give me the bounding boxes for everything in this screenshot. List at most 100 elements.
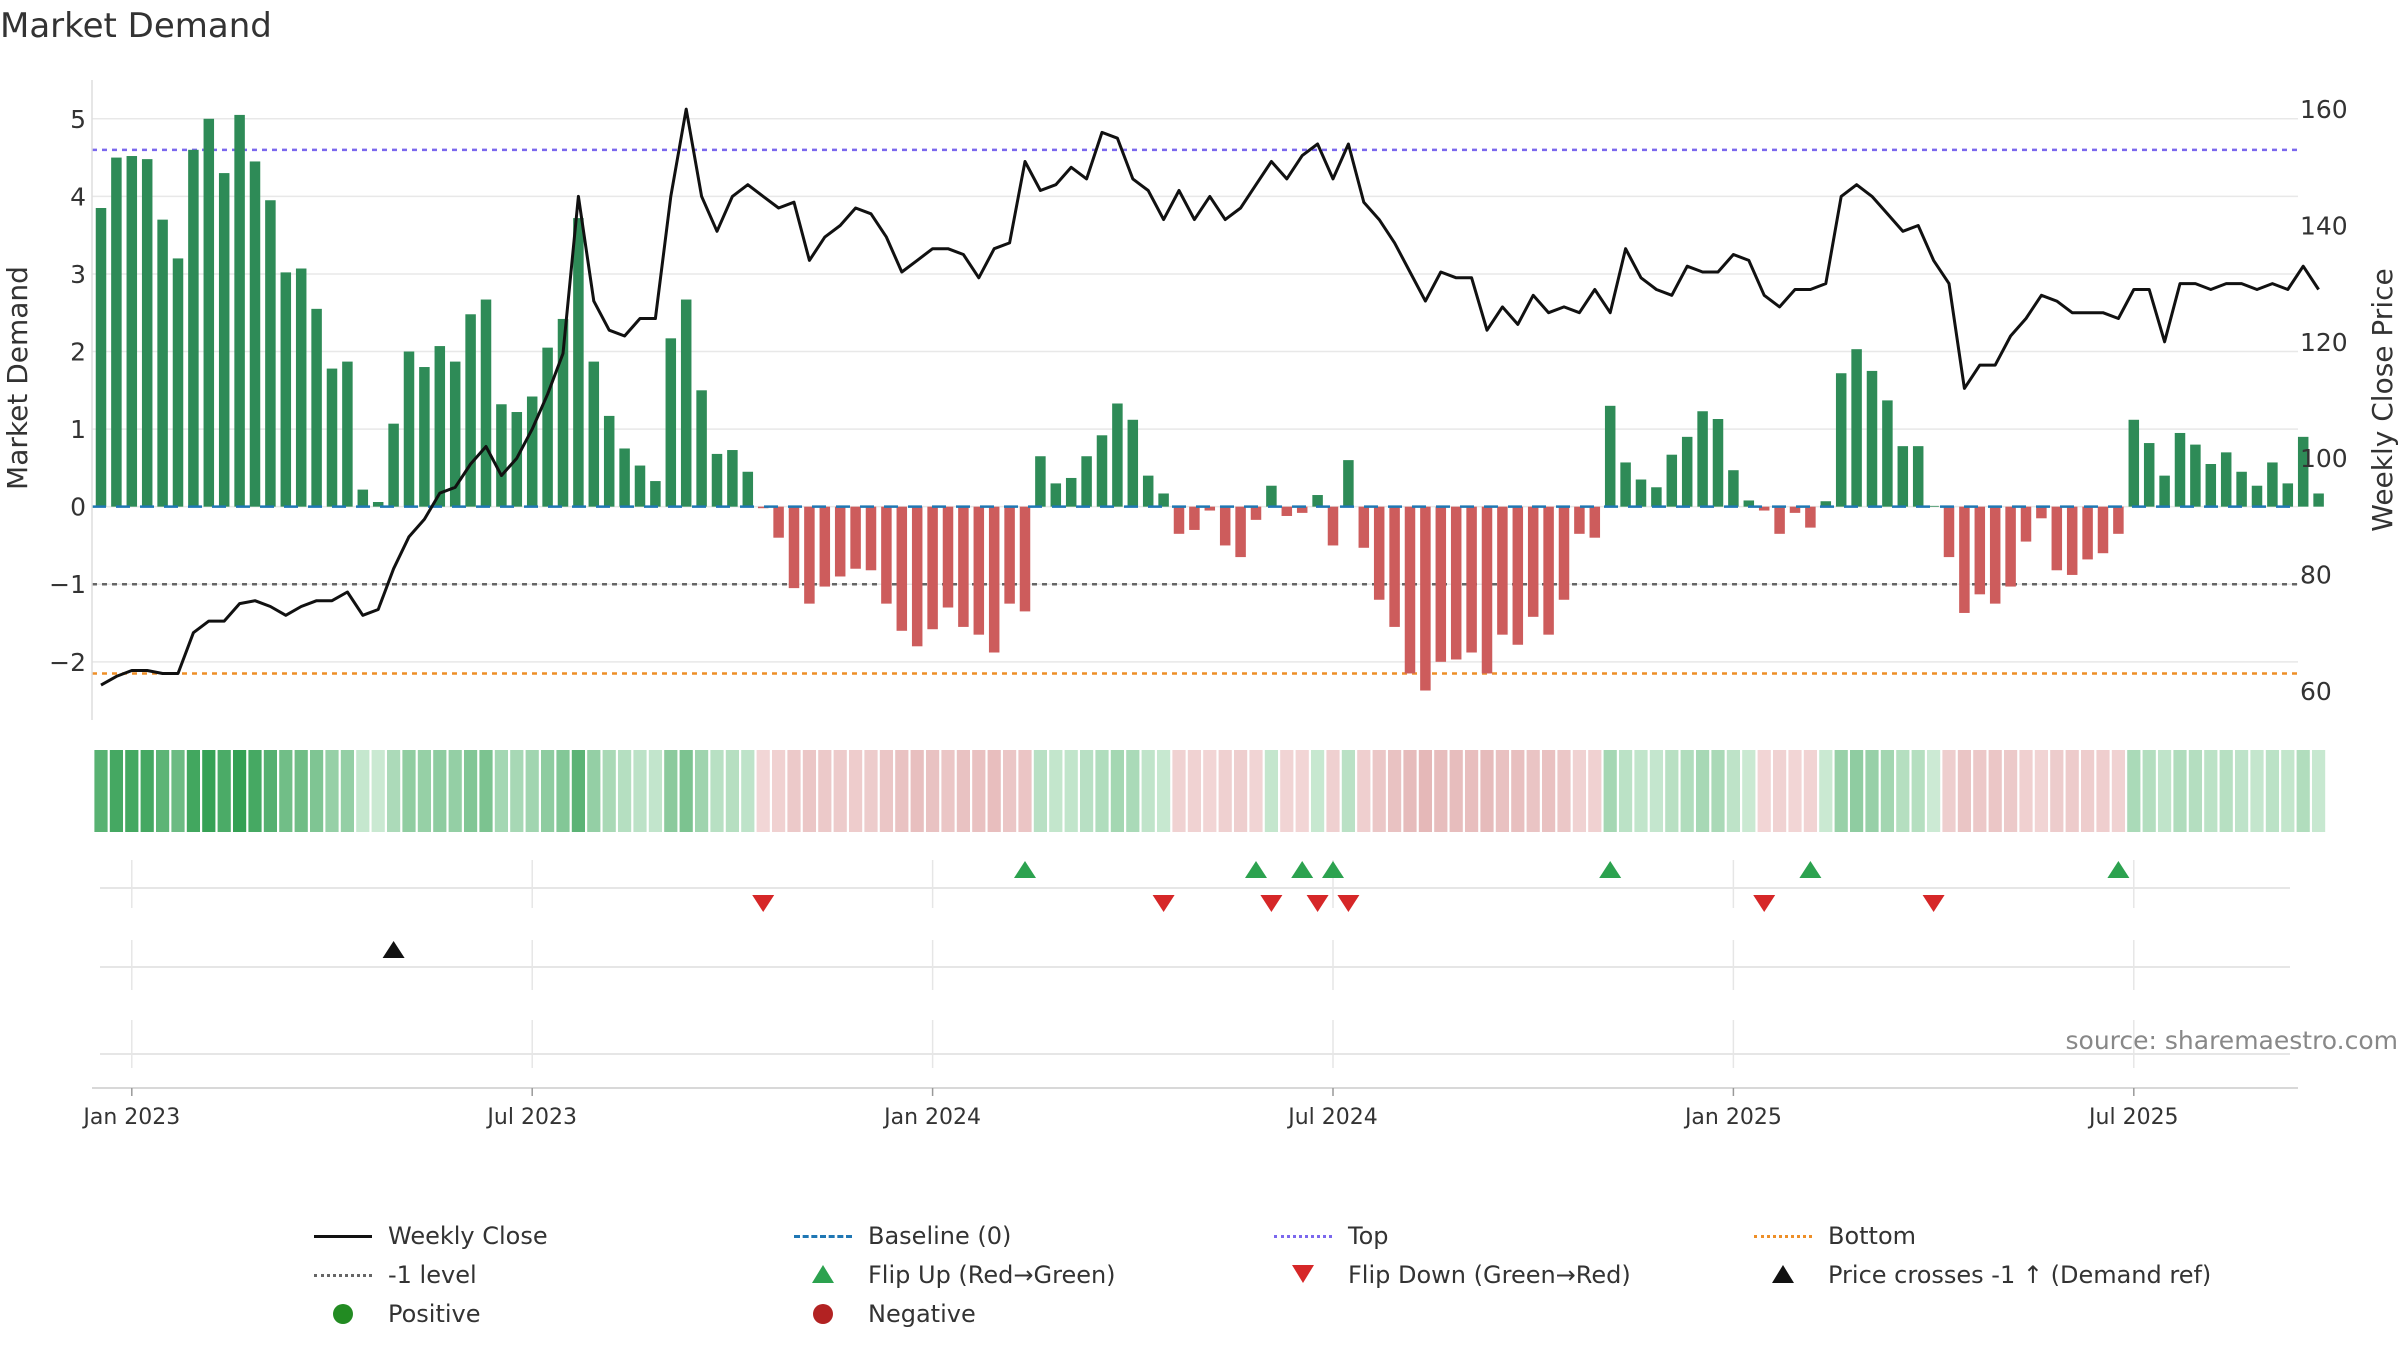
heat-cell [248,750,262,832]
heat-cell [725,750,739,832]
heat-cell [1003,750,1017,832]
demand-bar [619,448,630,507]
heat-cell [156,750,170,832]
demand-bar [1943,506,1955,558]
demand-bar [403,351,415,507]
heat-cell [1264,750,1278,832]
heat-cell [1680,750,1694,832]
heat-cell [279,750,293,832]
flip-down-marker [752,895,775,912]
demand-bar [696,390,707,507]
demand-bar [2297,436,2309,507]
weekly-close-line [100,107,2320,687]
heat-cell [1341,750,1355,832]
heat-cell [479,750,493,832]
heat-cell [818,750,832,832]
heat-cell [541,750,555,832]
heat-cell [1357,750,1371,832]
heat-cell [1603,750,1617,832]
demand-bar [1004,506,1015,604]
heat-cell [648,750,662,832]
demand-bar [1989,506,2001,604]
heat-cell [1126,750,1140,832]
heat-cell [1495,750,1509,832]
y2-tick-label: 80 [2300,561,2332,590]
heat-cell [525,750,539,832]
demand-bar [1697,411,1708,507]
bar-layer [95,114,2324,691]
demand-bar [2236,471,2247,507]
heat-cell [2281,750,2295,832]
x-tick-label: Jan 2025 [1683,1105,1782,1130]
heat-cell [1141,750,1155,832]
heat-cell [633,750,647,832]
demand-bar [1142,475,1154,507]
demand-bar [1620,462,1631,507]
demand-bar [188,149,199,507]
demand-bar [2097,506,2109,554]
demand-bar [1358,506,1370,548]
demand-bar [203,118,215,507]
heat-cell [310,750,324,832]
heat-cell [140,750,154,832]
heat-cell [2158,750,2172,832]
demand-bar [573,218,584,507]
demand-bar [2066,506,2078,575]
heat-cell [602,750,616,832]
heat-cell [556,750,570,832]
heat-cell [802,750,816,832]
demand-bar [1296,506,1308,513]
demand-bar [342,361,353,507]
demand-bar [634,465,646,507]
x-tick-label: Jan 2023 [81,1105,180,1130]
heat-cell [371,750,385,832]
heat-cell [879,750,893,832]
demand-bar [757,506,769,509]
y-axis-label: Market Demand [1,266,34,490]
heat-cell [1172,750,1186,832]
demand-bar [942,506,954,608]
axis-layer: 5 4 3 2 1 0 −1 −2 160 140 120 100 80 60 [49,80,2348,720]
heat-cell [664,750,678,832]
demand-bar [1574,506,1585,534]
heat-cell [926,750,940,832]
demand-bar [542,347,553,507]
heat-cell [1403,750,1417,832]
heat-cell [1326,750,1340,832]
demand-bar [1112,403,1123,507]
heat-cell [2296,750,2310,832]
flip-up-marker [1322,861,1344,878]
heat-cell [1249,750,1263,832]
heat-cell [587,750,601,832]
heat-cell [340,750,354,832]
demand-bar [1189,506,1200,530]
x-tick-label: Jul 2023 [485,1105,577,1130]
demand-bar [1481,506,1493,674]
demand-bar [111,157,122,507]
demand-bar [141,159,153,507]
demand-bar [911,506,923,647]
x-tick-label: Jul 2025 [2087,1105,2179,1130]
heat-cell [1049,750,1063,832]
demand-bar [1312,495,1323,507]
demand-bar [927,506,938,630]
demand-bar [449,361,461,507]
heat-cell [1942,750,1956,832]
level-layer [92,148,2298,675]
heat-cell [772,750,786,832]
heat-cell [125,750,139,832]
heat-cell [1742,750,1756,832]
demand-bar [2020,506,2032,542]
demand-bar [973,506,985,635]
heat-cell [2173,750,2187,832]
demand-bar [2267,462,2278,507]
heat-cell [325,750,339,832]
demand-bar [2005,506,2016,587]
demand-bar [1404,506,1416,674]
demand-bar [1527,506,1539,617]
heat-cell [1480,750,1494,832]
heat-cell [1773,750,1787,832]
demand-bar [480,299,492,507]
flip-up-marker [1291,861,1314,878]
heat-cell [1572,750,1586,832]
